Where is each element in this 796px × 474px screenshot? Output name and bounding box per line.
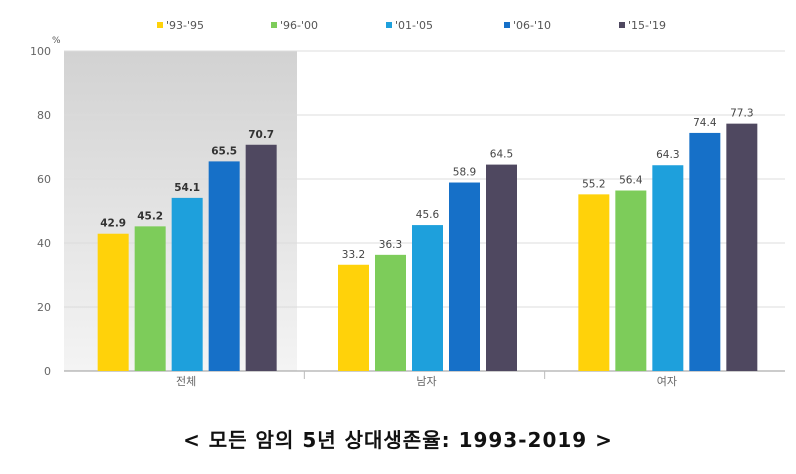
bar <box>412 225 443 371</box>
bar <box>134 226 166 371</box>
legend-label: '93-'95 <box>166 19 204 32</box>
legend-label: '96-'00 <box>280 19 318 32</box>
bar-value-label: 58.9 <box>453 167 476 179</box>
y-tick-label: 60 <box>37 173 51 186</box>
bar-value-label: 64.3 <box>656 149 679 161</box>
legend-swatch <box>271 22 277 28</box>
legend: '93-'95 '96-'00 '01-'05 '06-'10 '15-'19 <box>157 19 666 32</box>
x-category-label: 전체 <box>176 375 196 388</box>
bar-value-label: 45.2 <box>137 210 163 222</box>
bar <box>245 144 277 371</box>
legend-swatch <box>504 22 510 28</box>
bar-value-label: 70.7 <box>248 129 274 141</box>
bar <box>338 264 369 371</box>
y-tick-label: 40 <box>37 237 51 250</box>
bar <box>208 161 240 371</box>
bar-value-label: 74.4 <box>693 117 717 129</box>
bar-value-label: 65.5 <box>211 145 237 157</box>
bar-value-label: 45.6 <box>416 209 440 221</box>
bar-value-label: 36.3 <box>379 239 402 251</box>
y-tick-label: 80 <box>37 109 51 122</box>
bar <box>578 194 610 371</box>
bar <box>652 165 684 371</box>
y-tick-label: 20 <box>37 301 51 314</box>
y-axis-ticks: 0 20 40 60 80 100 <box>30 45 51 378</box>
y-tick-label: 100 <box>30 45 51 58</box>
bar <box>171 197 203 371</box>
bars <box>97 123 758 371</box>
bar-value-label: 77.3 <box>730 108 753 120</box>
bar-value-label: 64.5 <box>490 149 513 161</box>
legend-swatch <box>386 22 392 28</box>
bar <box>449 182 480 371</box>
bar <box>97 233 129 371</box>
x-category-label: 여자 <box>657 375 677 388</box>
x-axis-categories: 전체 남자 여자 <box>176 375 677 388</box>
survival-rate-chart: '93-'95 '96-'00 '01-'05 '06-'10 '15-'19 % 0 2… <box>30 19 785 388</box>
bar-value-label: 42.9 <box>100 218 126 230</box>
bar <box>689 132 721 371</box>
legend-label: '01-'05 <box>395 19 433 32</box>
legend-swatch <box>619 22 625 28</box>
y-tick-label: 0 <box>44 365 51 378</box>
bar <box>726 123 758 371</box>
bar-value-label: 55.2 <box>582 178 605 190</box>
chart-title: < 모든 암의 5년 상대생존율: 1993-2019 > <box>183 428 613 452</box>
bar <box>615 190 647 371</box>
bar <box>375 254 406 371</box>
legend-label: '06-'10 <box>513 19 551 32</box>
legend-swatch <box>157 22 163 28</box>
value-labels: 42.9 45.2 54.1 65.5 70.7 33.2 36.3 45.6 58.9 64.5… <box>100 108 753 261</box>
x-category-label: 남자 <box>416 375 436 388</box>
y-axis-unit: % <box>52 36 61 46</box>
bar-value-label: 33.2 <box>342 249 365 261</box>
bar <box>486 164 517 371</box>
bar-value-label: 56.4 <box>619 175 643 187</box>
bar-value-label: 54.1 <box>174 182 200 194</box>
legend-label: '15-'19 <box>628 19 666 32</box>
